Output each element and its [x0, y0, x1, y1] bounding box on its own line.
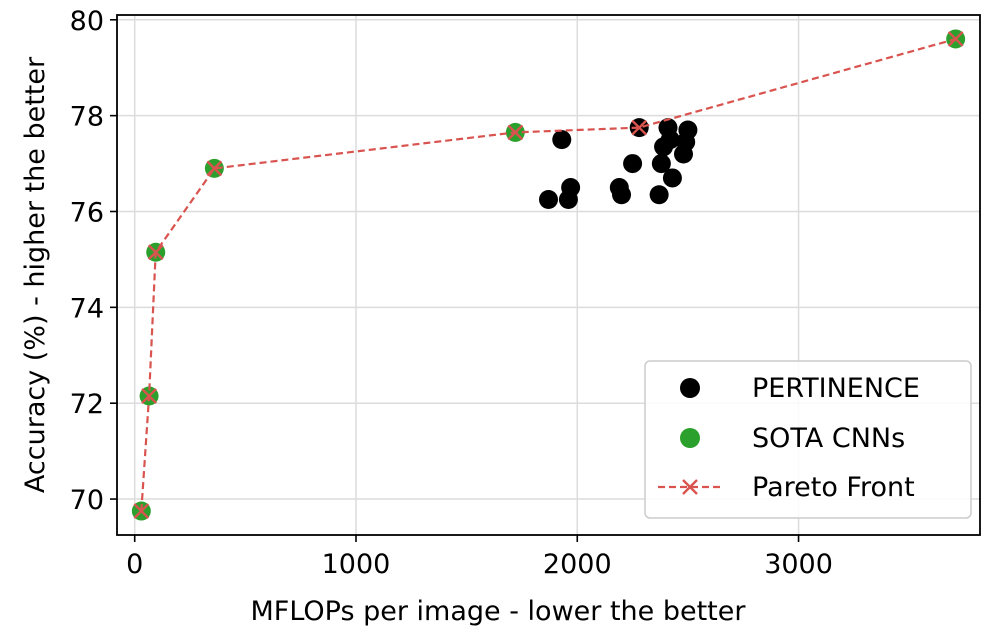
- y-tick-label: 74: [70, 293, 104, 324]
- pareto-front-marker: [206, 160, 223, 177]
- x-axis-label: MFLOPs per image - lower the better: [251, 596, 747, 627]
- y-tick-label: 76: [70, 197, 104, 228]
- pareto-front-marker: [147, 244, 164, 261]
- pertinence-point: [649, 185, 669, 205]
- x-tick-label: 2000: [543, 549, 612, 580]
- pertinence-point: [539, 190, 558, 210]
- legend: PERTINENCE SOTA CNNs Pareto Front: [644, 360, 972, 519]
- legend-marker-pertinence: [680, 378, 700, 398]
- y-axis-label: Accuracy (%) - higher the better: [20, 56, 51, 493]
- legend-marker-sota: [680, 428, 700, 448]
- pertinence-point: [660, 130, 680, 150]
- pertinence-point: [678, 120, 698, 140]
- pertinence-point: [662, 168, 682, 188]
- y-tick-label: 80: [70, 6, 104, 37]
- x-tick-label: 3000: [764, 549, 833, 580]
- pareto-front-marker: [133, 503, 150, 519]
- pareto-front-marker: [947, 31, 964, 47]
- plot-frame: [116, 14, 981, 536]
- axis-ticks: 0 1000 2000 3000 70 72 74 76 78 80: [70, 6, 833, 580]
- x-tick-label: 0: [126, 549, 143, 580]
- legend-label-sota: SOTA CNNs: [752, 423, 905, 454]
- legend-marker-pareto-x: [682, 479, 698, 495]
- legend-label-pareto: Pareto Front: [752, 472, 915, 503]
- pertinence-point: [623, 154, 643, 174]
- legend-box: [644, 360, 972, 519]
- pertinence-point: [612, 185, 632, 205]
- y-tick-label: 70: [70, 485, 104, 516]
- y-tick-label: 72: [70, 389, 104, 420]
- pareto-front-marker: [141, 388, 157, 404]
- legend-label-pertinence: PERTINENCE: [752, 373, 920, 404]
- pertinence-point: [651, 154, 671, 174]
- plot-series: [131, 29, 966, 521]
- pertinence-point: [561, 178, 581, 198]
- grid: [117, 15, 980, 535]
- pareto-front-marker: [631, 119, 648, 136]
- pertinence-point: [552, 130, 572, 150]
- x-tick-label: 1000: [322, 549, 391, 580]
- y-tick-label: 78: [70, 102, 104, 133]
- pareto-front-marker: [507, 124, 524, 141]
